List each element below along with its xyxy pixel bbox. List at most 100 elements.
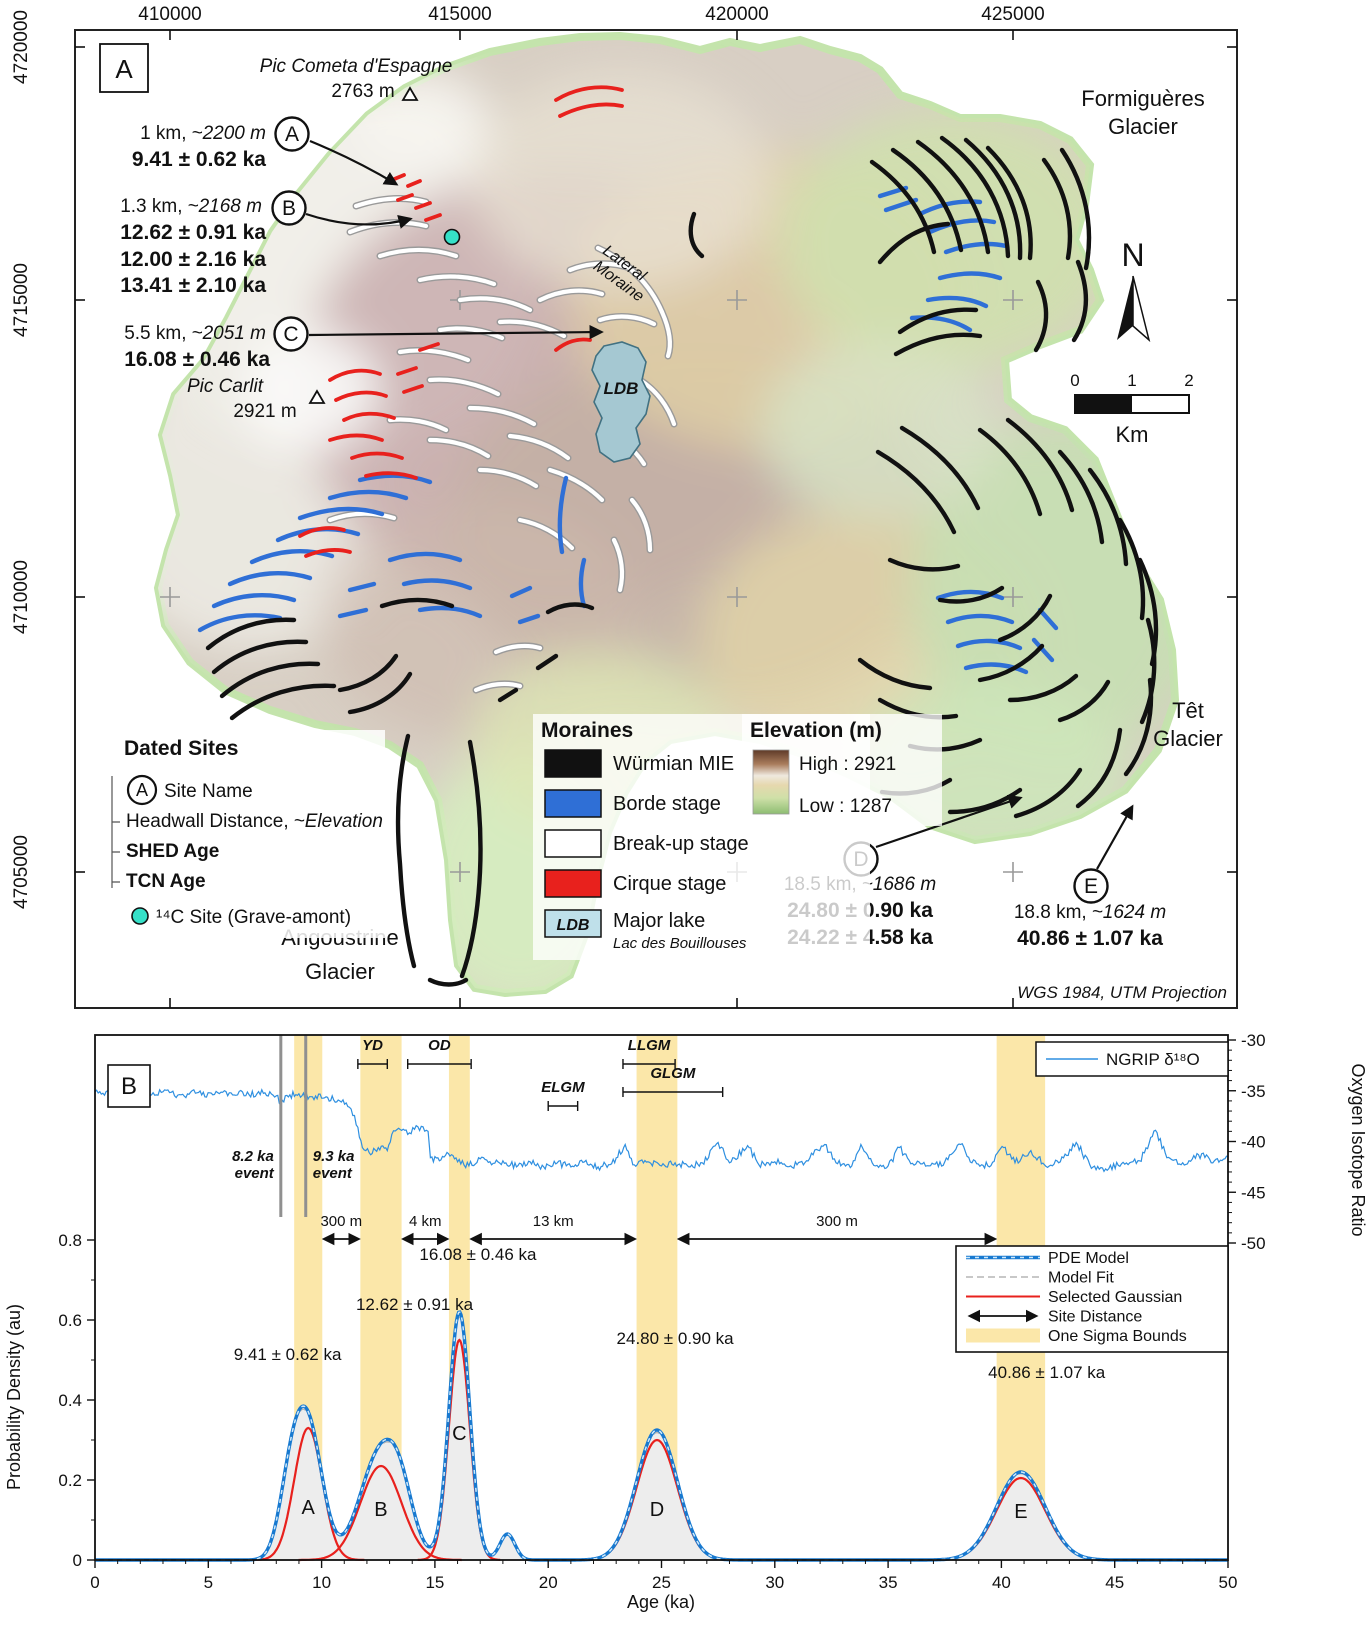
map-xtick-3: 425000 <box>981 4 1044 25</box>
scale-bar: 0 1 2 Km <box>1070 371 1193 447</box>
map-panel: LDB A B C D E 1 km,~2200 m 9.41 ± 0.62 k… <box>11 4 1238 1009</box>
interval-label: ELGM <box>541 1079 585 1096</box>
site-a-elev-text: ~2200 m <box>192 123 266 144</box>
site-b-arrow <box>305 212 413 229</box>
map-xtick-1: 415000 <box>428 4 491 25</box>
site-b-distance: 1.3 km, ~2168 m <box>120 196 262 217</box>
site-b-shed-age: 12.62 ± 0.91 ka <box>120 221 266 244</box>
event-label: event <box>235 1165 275 1182</box>
panel-a-text: A <box>115 54 133 84</box>
legend-site-letter: A <box>136 780 148 800</box>
y-tick-label: 0.4 <box>58 1391 82 1410</box>
site-c-arrow <box>308 324 604 340</box>
y2-tick-label: -35 <box>1241 1082 1266 1101</box>
label-breakup: Break-up stage <box>613 833 749 855</box>
legend-c14-label: ¹⁴C Site (Grave-amont) <box>156 907 351 928</box>
panel-b-label: B <box>107 1064 151 1108</box>
legend-dated-bracket <box>111 776 120 888</box>
y2-tick-label: -40 <box>1241 1133 1266 1152</box>
peak-cometa-triangle-icon <box>401 86 419 101</box>
swatch-wurmian <box>544 749 602 778</box>
lake-ldb <box>591 341 651 463</box>
terrain-shading <box>158 70 1175 993</box>
map-xtick-2: 420000 <box>705 4 768 25</box>
y-tick-label: 0.8 <box>58 1231 82 1250</box>
swatch-breakup <box>544 829 602 858</box>
north-arrow: N <box>1117 237 1151 343</box>
site-b-letter: B <box>282 197 296 220</box>
site-age-label: 40.86 ± 1.07 ka <box>988 1363 1106 1382</box>
legend-dated-backing <box>90 730 385 938</box>
label-wurmian: Würmian MIE <box>613 753 734 775</box>
legend-moraines-title: Moraines <box>541 719 633 742</box>
panel-a-label: A <box>99 43 149 93</box>
site-b-elev-text: ~2168 m <box>188 196 262 217</box>
y-tick-label: 0 <box>73 1551 82 1570</box>
site-d-elev-text: ~1686 m <box>862 874 936 895</box>
peak-carlit-elev: 2921 m <box>233 401 296 422</box>
site-letter: D <box>650 1499 664 1521</box>
peak-cometa-elev: 2763 m <box>331 81 394 102</box>
map-ytick-3: 4705000 <box>11 835 32 909</box>
y2-axis-title: Oxygen Isotope Ratio <box>1348 1063 1367 1236</box>
interval-bracket <box>357 1059 389 1069</box>
site-e-shed-age: 40.86 ± 1.07 ka <box>1017 927 1163 950</box>
label-lake-sub: Lac des Bouillouses <box>613 935 747 952</box>
y2-tick-label: -30 <box>1241 1031 1266 1050</box>
map-frame <box>74 29 1238 1009</box>
c14-site-dot <box>443 228 461 246</box>
distance-label: 300 m <box>816 1213 858 1230</box>
legend-dated-title: Dated Sites <box>124 737 238 760</box>
moraines-cirque <box>298 85 624 558</box>
swatch-lake-ldb-text: LDB <box>557 917 590 934</box>
interval-label: LLGM <box>628 1037 671 1054</box>
legend-elev-low: Low : 1287 <box>799 796 892 817</box>
y2-tick-label: -50 <box>1241 1234 1266 1253</box>
peak-cometa-name: Pic Cometa d'Espagne <box>260 56 453 77</box>
site-age-label: 24.80 ± 0.90 ka <box>617 1329 735 1348</box>
moraines-borde <box>197 185 1059 675</box>
label-cirque: Cirque stage <box>613 873 726 895</box>
x-tick-label: 40 <box>992 1573 1011 1592</box>
site-b-tcn-age-2: 13.41 ± 2.10 ka <box>120 274 266 297</box>
x-axis-title: Age (ka) <box>627 1592 695 1612</box>
site-age-label: 12.62 ± 0.91 ka <box>356 1295 474 1314</box>
north-arrow-right <box>1132 275 1151 343</box>
ngrip-legend-label: NGRIP δ¹⁸O <box>1106 1050 1200 1069</box>
site-e-circle <box>1073 868 1109 904</box>
tet-glacier-label-2: Glacier <box>1153 726 1223 751</box>
site-c-circle <box>273 316 309 352</box>
panel-b-box <box>107 1064 151 1108</box>
legend-elev-high: High : 2921 <box>799 754 896 775</box>
site-letter: B <box>374 1499 387 1521</box>
north-arrow-left <box>1117 276 1133 340</box>
scale-unit: Km <box>1116 422 1149 447</box>
ngrip-curve <box>94 1086 1229 1173</box>
site-a-arrow <box>309 139 399 186</box>
selected-gaussian-curve <box>298 1464 462 1562</box>
y-tick-label: 0.6 <box>58 1311 82 1330</box>
scale-0: 0 <box>1070 371 1079 390</box>
event-label: event <box>313 1165 353 1182</box>
legend-site-name: Site Name <box>164 781 253 802</box>
distance-label: 13 km <box>533 1213 574 1230</box>
event-label: 9.3 ka <box>313 1148 355 1165</box>
interval-bracket <box>407 1059 472 1069</box>
x-tick-label: 45 <box>1105 1573 1124 1592</box>
legend-label: One Sigma Bounds <box>1048 1328 1187 1345</box>
site-letter: A <box>302 1497 316 1519</box>
site-b-tcn-age-1: 12.00 ± 2.16 ka <box>120 248 266 271</box>
site-c-shed-age: 16.08 ± 0.46 ka <box>124 348 270 371</box>
pde-curve-dash <box>95 1311 1228 1561</box>
map-frame-ticks <box>75 30 1237 1008</box>
x-tick-label: 10 <box>312 1573 331 1592</box>
legend-elev-title: Elevation (m) <box>750 719 882 742</box>
legend-site-circle <box>126 774 158 806</box>
map-ytick-2: 4710000 <box>11 560 32 634</box>
event-label: 8.2 ka <box>232 1148 274 1165</box>
panel-a-box <box>99 43 149 93</box>
interval-bracket <box>547 1101 579 1111</box>
site-a-circle <box>274 116 310 152</box>
lake-ldb-label: LDB <box>604 379 639 398</box>
interval-bracket <box>622 1059 676 1069</box>
